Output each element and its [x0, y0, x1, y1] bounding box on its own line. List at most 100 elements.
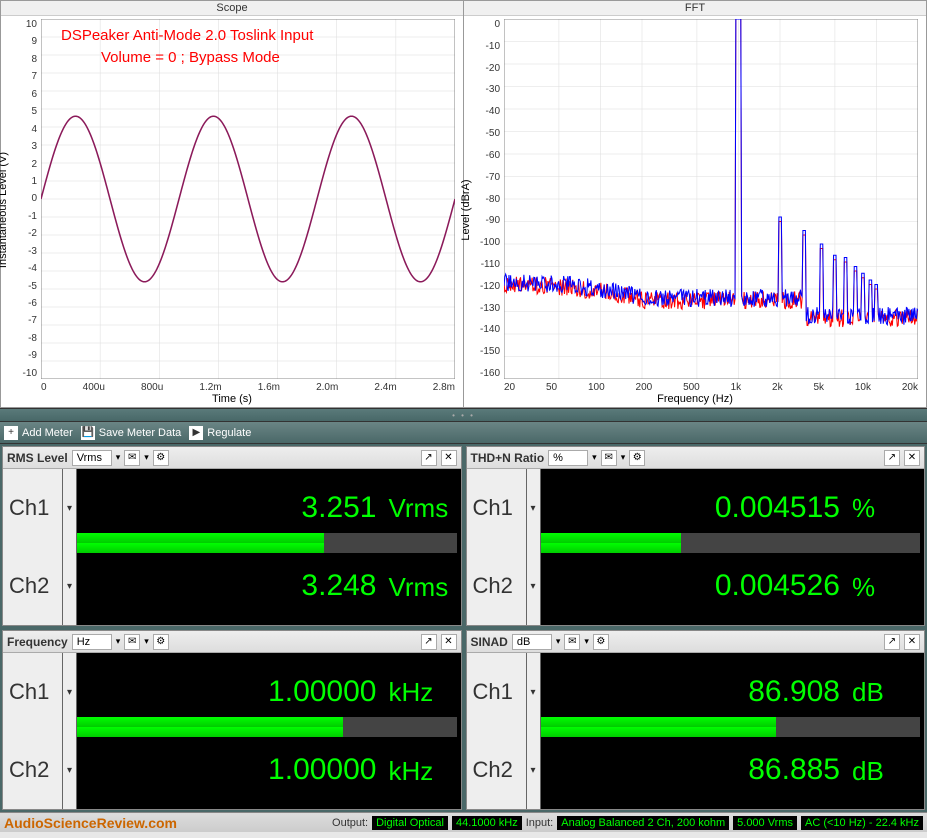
- popout-icon[interactable]: ↗: [421, 634, 437, 650]
- sinad-ch1-unit: dB: [852, 677, 916, 708]
- freq-ch2-row: Ch2 ▾ 1.00000 kHz: [3, 731, 461, 809]
- thdn-ch2-value: 0.004526: [715, 569, 840, 603]
- dropdown-icon[interactable]: ▾: [556, 636, 561, 647]
- thdn-unit-select[interactable]: %: [548, 450, 588, 466]
- freq-ch2-label: Ch2: [3, 731, 63, 809]
- meter-toolbar: +Add Meter 💾Save Meter Data ▶Regulate: [0, 422, 927, 444]
- panel-divider[interactable]: • • •: [0, 408, 927, 422]
- add-meter-button[interactable]: +Add Meter: [4, 426, 73, 440]
- ch-dropdown-icon[interactable]: ▾: [527, 469, 541, 547]
- fft-title: FFT: [464, 1, 926, 16]
- thdn-ch2-unit: %: [852, 572, 916, 603]
- thdn-meter: THD+N Ratio % ▾ ✉ ▾ ⚙ ↗ ✕ Ch1 ▾ 0.004515…: [466, 446, 926, 626]
- thdn-name: THD+N Ratio: [471, 451, 545, 465]
- freq-ch1-label: Ch1: [3, 653, 63, 731]
- rms-ch1-value: 3.251: [301, 491, 376, 525]
- input-level: 5.000 Vrms: [733, 816, 797, 830]
- thdn-ch1-label: Ch1: [467, 469, 527, 547]
- close-icon[interactable]: ✕: [904, 450, 920, 466]
- save-meter-button[interactable]: 💾Save Meter Data: [81, 426, 182, 440]
- close-icon[interactable]: ✕: [441, 450, 457, 466]
- sinad-ch1-bar: [541, 717, 921, 727]
- thdn-body: Ch1 ▾ 0.004515 % Ch2 ▾ 0.004526 %: [467, 469, 925, 625]
- close-icon[interactable]: ✕: [904, 634, 920, 650]
- popout-icon[interactable]: ↗: [421, 450, 437, 466]
- sinad-unit-select[interactable]: dB: [512, 634, 552, 650]
- ch-dropdown-icon[interactable]: ▾: [63, 469, 77, 547]
- freq-body: Ch1 ▾ 1.00000 kHz Ch2 ▾ 1.00000 kHz: [3, 653, 461, 809]
- rms-ch2-row: Ch2 ▾ 3.248 Vrms: [3, 547, 461, 625]
- rms-header: RMS Level Vrms ▾ ✉ ▾ ⚙ ↗ ✕: [3, 447, 461, 469]
- gear-icon[interactable]: ⚙: [153, 634, 169, 650]
- sinad-ch1-row: Ch1 ▾ 86.908 dB: [467, 653, 925, 731]
- dropdown-icon[interactable]: ▾: [592, 452, 597, 463]
- input-type: Analog Balanced 2 Ch, 200 kohm: [557, 816, 729, 830]
- rms-ch2-value: 3.248: [301, 569, 376, 603]
- freq-unit-select[interactable]: Hz: [72, 634, 112, 650]
- input-label: Input:: [526, 817, 554, 829]
- envelope-icon[interactable]: ✉: [564, 634, 580, 650]
- scope-svg: [41, 19, 455, 379]
- sinad-ch2-row: Ch2 ▾ 86.885 dB: [467, 731, 925, 809]
- freq-name: Frequency: [7, 635, 68, 649]
- dropdown-icon[interactable]: ▾: [116, 452, 121, 463]
- regulate-button[interactable]: ▶Regulate: [189, 426, 251, 440]
- thdn-ch2-label: Ch2: [467, 547, 527, 625]
- dropdown-icon[interactable]: ▾: [144, 452, 149, 463]
- dropdown-icon[interactable]: ▾: [621, 452, 626, 463]
- ch-dropdown-icon[interactable]: ▾: [63, 547, 77, 625]
- freq-ch1-bar: [77, 717, 457, 727]
- charts-row: Scope Instantaneous Level (V) Time (s) D…: [0, 0, 927, 408]
- sinad-meter: SINAD dB ▾ ✉ ▾ ⚙ ↗ ✕ Ch1 ▾ 86.908 dB: [466, 630, 926, 810]
- ch-dropdown-icon[interactable]: ▾: [63, 731, 77, 809]
- envelope-icon[interactable]: ✉: [601, 450, 617, 466]
- annotation-line1: DSPeaker Anti-Mode 2.0 Toslink Input: [61, 27, 313, 44]
- ch-dropdown-icon[interactable]: ▾: [527, 547, 541, 625]
- sinad-ch1-value: 86.908: [748, 675, 840, 709]
- output-rate: 44.1000 kHz: [452, 816, 522, 830]
- sinad-ch2-value: 86.885: [748, 753, 840, 787]
- close-icon[interactable]: ✕: [441, 634, 457, 650]
- dropdown-icon[interactable]: ▾: [144, 636, 149, 647]
- gear-icon[interactable]: ⚙: [629, 450, 645, 466]
- play-icon: ▶: [189, 426, 203, 440]
- rms-meter: RMS Level Vrms ▾ ✉ ▾ ⚙ ↗ ✕ Ch1 ▾ 3.251 V…: [2, 446, 462, 626]
- sinad-ch2-unit: dB: [852, 756, 916, 787]
- fft-xlabel: Frequency (Hz): [657, 393, 733, 405]
- status-bar: AudioScienceReview.com Output: Digital O…: [0, 812, 927, 832]
- fft-ylabel: Level (dBrA): [460, 179, 472, 240]
- sinad-ch2-label: Ch2: [467, 731, 527, 809]
- sinad-name: SINAD: [471, 635, 508, 649]
- freq-ch1-value: 1.00000: [268, 675, 376, 709]
- fft-panel: FFT Level (dBrA) Frequency (Hz) 20501002…: [463, 0, 927, 408]
- thdn-ch1-value: 0.004515: [715, 491, 840, 525]
- scope-title: Scope: [1, 1, 463, 16]
- envelope-icon[interactable]: ✉: [124, 450, 140, 466]
- rms-ch2-unit: Vrms: [389, 572, 453, 603]
- input-bw: AC (<10 Hz) - 22.4 kHz: [801, 816, 923, 830]
- ch-dropdown-icon[interactable]: ▾: [527, 731, 541, 809]
- meters-grid: RMS Level Vrms ▾ ✉ ▾ ⚙ ↗ ✕ Ch1 ▾ 3.251 V…: [0, 444, 927, 812]
- gear-icon[interactable]: ⚙: [593, 634, 609, 650]
- brand-label: AudioScienceReview.com: [4, 815, 177, 831]
- popout-icon[interactable]: ↗: [884, 634, 900, 650]
- thdn-ch1-row: Ch1 ▾ 0.004515 %: [467, 469, 925, 547]
- ch-dropdown-icon[interactable]: ▾: [527, 653, 541, 731]
- gear-icon[interactable]: ⚙: [153, 450, 169, 466]
- rms-ch2-label: Ch2: [3, 547, 63, 625]
- rms-ch1-label: Ch1: [3, 469, 63, 547]
- scope-xlabel: Time (s): [212, 393, 252, 405]
- rms-name: RMS Level: [7, 451, 68, 465]
- scope-ylabel: Instantaneous Level (V): [0, 152, 9, 268]
- popout-icon[interactable]: ↗: [884, 450, 900, 466]
- freq-meter: Frequency Hz ▾ ✉ ▾ ⚙ ↗ ✕ Ch1 ▾ 1.00000 k…: [2, 630, 462, 810]
- dropdown-icon[interactable]: ▾: [116, 636, 121, 647]
- rms-unit-select[interactable]: Vrms: [72, 450, 112, 466]
- output-label: Output:: [332, 817, 368, 829]
- save-icon: 💾: [81, 426, 95, 440]
- sinad-body: Ch1 ▾ 86.908 dB Ch2 ▾ 86.885 dB: [467, 653, 925, 809]
- dropdown-icon[interactable]: ▾: [584, 636, 589, 647]
- freq-ch2-value: 1.00000: [268, 753, 376, 787]
- envelope-icon[interactable]: ✉: [124, 634, 140, 650]
- ch-dropdown-icon[interactable]: ▾: [63, 653, 77, 731]
